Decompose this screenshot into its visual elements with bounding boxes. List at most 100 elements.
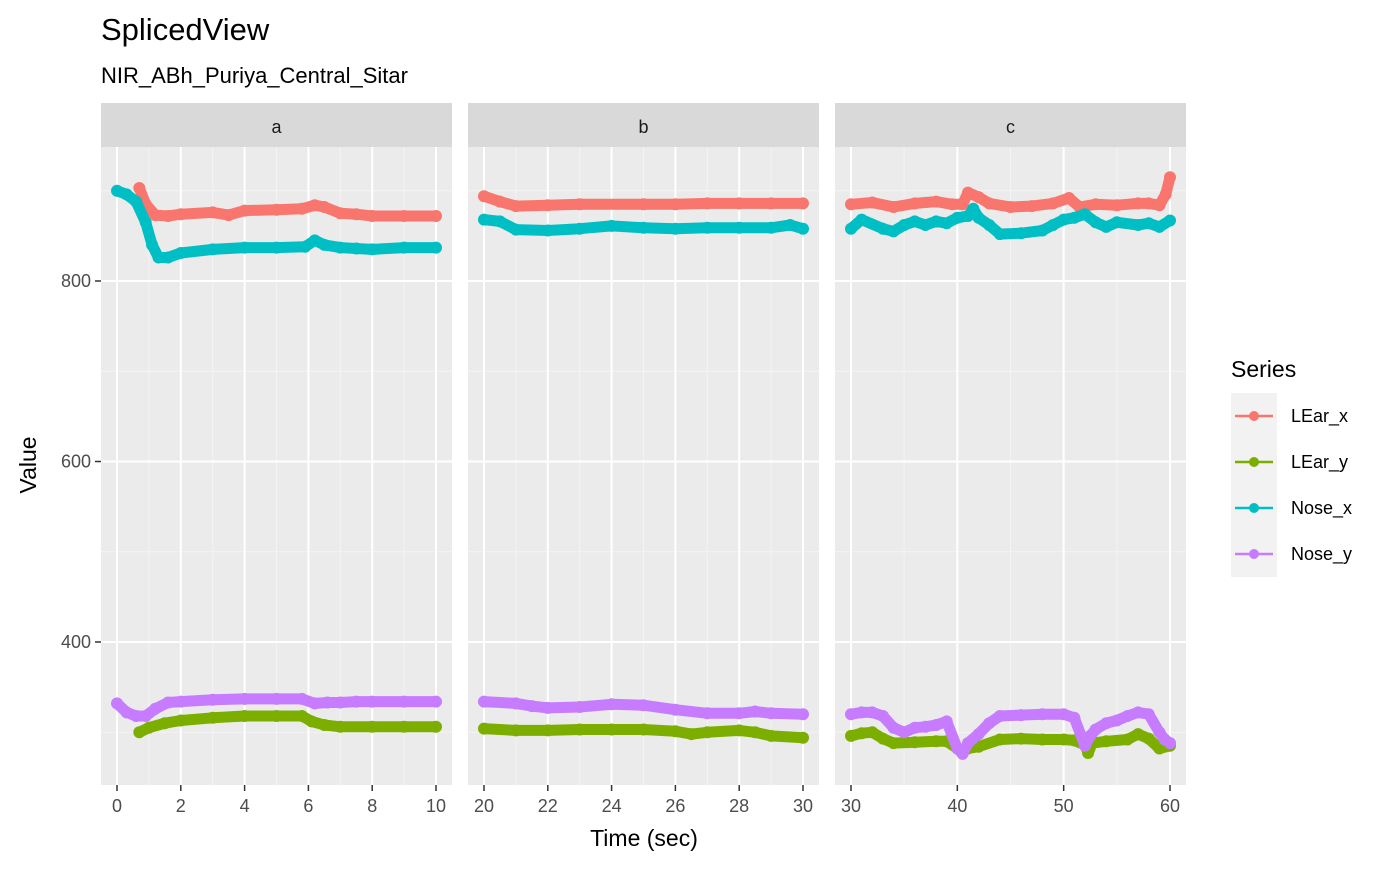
x-tick-label: 20 [474, 796, 494, 816]
data-point [1089, 198, 1102, 211]
data-point [930, 195, 943, 208]
data-point [1057, 733, 1070, 746]
data-point [350, 242, 363, 255]
data-point [573, 198, 586, 211]
data-point [1063, 192, 1075, 204]
data-point [158, 717, 171, 730]
data-point [866, 706, 879, 719]
data-point [174, 695, 187, 708]
data-point [509, 724, 522, 737]
data-point [130, 195, 143, 208]
legend-title: Series [1231, 356, 1296, 382]
x-tick-label: 30 [793, 796, 813, 816]
legend-key-point [1249, 457, 1259, 467]
data-point [908, 215, 921, 228]
series-Nose_x-a [111, 184, 442, 264]
chart-title: SplicedView [101, 12, 270, 47]
data-point [993, 710, 1006, 722]
data-point [765, 197, 778, 210]
data-point [1047, 219, 1059, 231]
x-tick-label: 6 [303, 796, 313, 816]
data-point [669, 703, 682, 716]
data-point [669, 198, 682, 211]
data-point [887, 225, 900, 238]
legend-item-Nose_y: Nose_y [1231, 531, 1352, 577]
data-point [1100, 220, 1113, 233]
data-point [270, 710, 283, 722]
data-point [541, 724, 554, 737]
data-point [366, 720, 379, 733]
data-point [1142, 197, 1155, 210]
data-point [1100, 735, 1113, 748]
data-point [296, 710, 308, 722]
data-point [1132, 219, 1145, 231]
data-point [1025, 200, 1038, 213]
data-point [139, 216, 152, 229]
data-point [1164, 737, 1176, 750]
data-point [142, 721, 155, 734]
data-point [270, 203, 283, 216]
data-point [334, 696, 347, 709]
data-point [930, 719, 943, 731]
data-point [299, 240, 312, 253]
data-point [1153, 220, 1166, 233]
data-point [318, 238, 331, 251]
data-point [270, 241, 283, 254]
data-point [509, 200, 522, 213]
data-point [334, 207, 347, 220]
data-point [887, 201, 900, 213]
data-point [1132, 197, 1145, 210]
legend-key-point [1249, 549, 1259, 559]
series-LEar_x-b [478, 190, 809, 213]
data-point [1153, 199, 1166, 212]
data-point [733, 197, 746, 210]
data-point [296, 692, 308, 705]
data-point [334, 720, 347, 733]
data-point [308, 234, 321, 247]
data-point [1142, 217, 1155, 230]
data-point [972, 728, 985, 741]
data-point [222, 209, 235, 222]
data-point [238, 204, 251, 217]
data-point [765, 729, 778, 742]
x-tick-label: 50 [1054, 796, 1074, 816]
data-point [238, 692, 251, 705]
data-point [908, 721, 921, 734]
x-tick-label: 4 [240, 796, 250, 816]
data-point [1068, 211, 1081, 224]
facet-strip [101, 103, 452, 147]
data-point [398, 695, 411, 708]
data-point [855, 727, 868, 740]
facet-strip-label: b [638, 117, 648, 137]
data-point [876, 710, 889, 722]
data-point [573, 701, 586, 713]
data-point [206, 693, 219, 706]
data-point [366, 695, 379, 708]
y-axis-label: Value [15, 436, 41, 493]
data-point [876, 732, 889, 745]
data-point [478, 190, 490, 203]
data-point [398, 210, 411, 222]
series-Nose_y-a [111, 692, 442, 722]
data-point [305, 715, 318, 728]
x-tick-label: 24 [602, 796, 622, 816]
data-point [784, 219, 797, 231]
data-point [887, 721, 900, 734]
data-point [1110, 216, 1123, 229]
data-point [951, 211, 964, 224]
legend: Series LEar_x LEar_y Nose_x Nose_y [1231, 356, 1352, 577]
data-point [1057, 708, 1070, 721]
data-point [541, 701, 554, 714]
data-point [430, 695, 442, 708]
data-point [866, 196, 879, 209]
data-point [1015, 227, 1028, 240]
data-point [940, 217, 953, 230]
data-point [1110, 199, 1123, 212]
y-tick-label: 800 [61, 271, 91, 291]
data-point [765, 707, 778, 720]
data-point [162, 696, 174, 709]
data-point [206, 206, 219, 219]
data-point [669, 222, 682, 235]
data-point [120, 188, 133, 201]
